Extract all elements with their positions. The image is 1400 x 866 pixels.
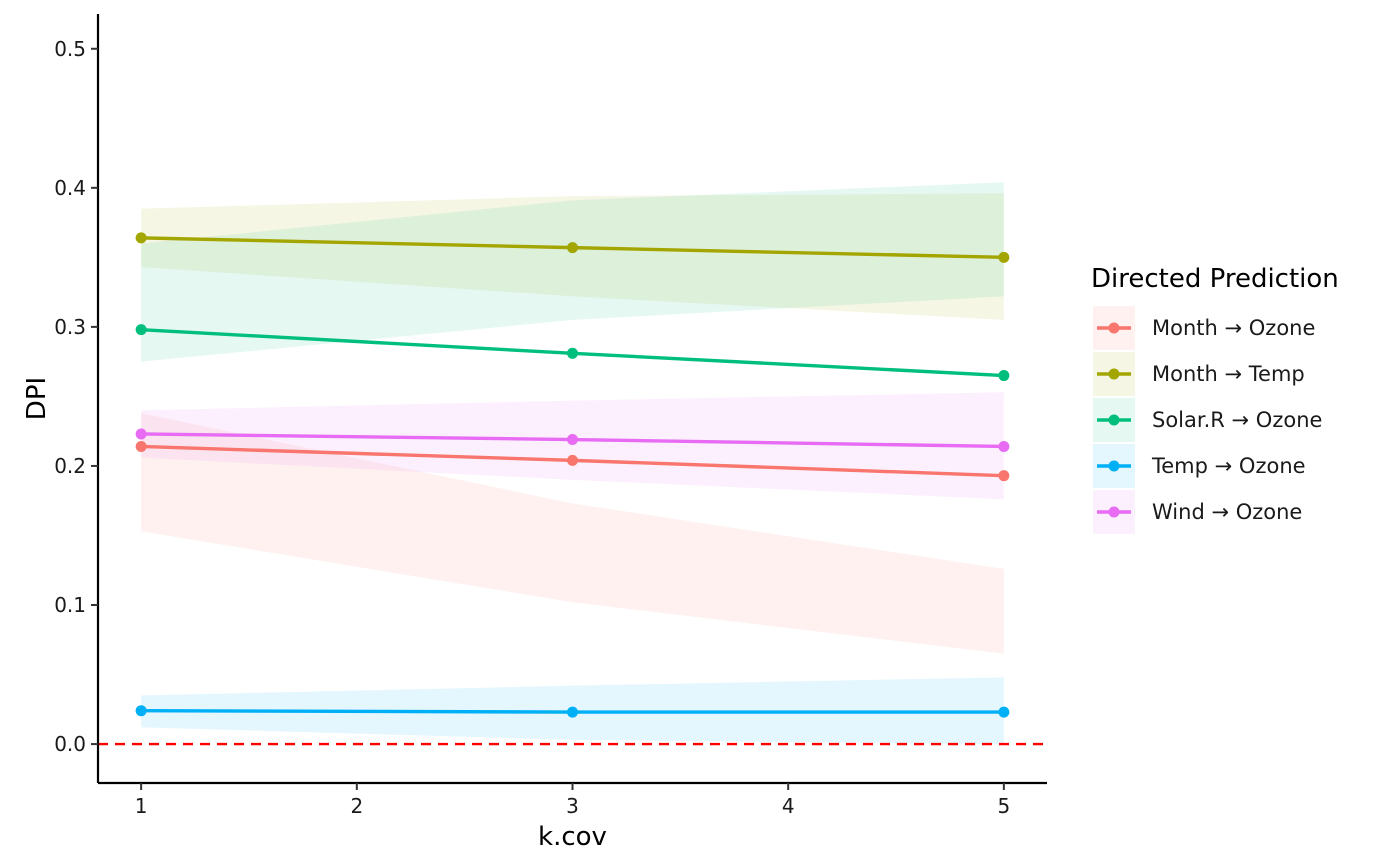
legend-key-point [1108, 506, 1120, 518]
point-month-ozone [135, 440, 147, 452]
y-tick-label: 0.5 [54, 37, 86, 61]
band-wind-ozone [141, 392, 1004, 500]
band-month-ozone [141, 413, 1004, 654]
point-month-temp [567, 242, 578, 254]
point-month-ozone [998, 470, 1010, 482]
x-tick-label: 3 [566, 794, 579, 818]
legend-label: Temp → Ozone [1151, 454, 1306, 478]
legend-key-point [1108, 414, 1120, 426]
x-tick-label: 5 [997, 794, 1010, 818]
legend-label: Month → Ozone [1152, 316, 1315, 340]
legend-items: Month → Ozone Month → Temp Solar.R → Ozone… [1093, 306, 1322, 534]
point-solar-r-ozone [135, 324, 147, 336]
band-month-temp [141, 193, 1004, 320]
point-wind-ozone [998, 440, 1010, 452]
legend-label: Solar.R → Ozone [1152, 408, 1322, 432]
point-month-temp [135, 232, 147, 244]
band-solar-r-ozone [141, 182, 1004, 362]
legend-item-month-ozone: Month → Ozone [1093, 306, 1315, 350]
y-tick-label: 0.1 [54, 593, 86, 617]
point-temp-ozone [998, 706, 1010, 718]
series-points [135, 232, 1010, 718]
legend-item-solar-r-ozone: Solar.R → Ozone [1093, 398, 1322, 442]
x-tick-label: 4 [782, 794, 795, 818]
legend-item-temp-ozone: Temp → Ozone [1093, 444, 1306, 488]
point-month-ozone [567, 454, 578, 466]
x-tick-label: 2 [350, 794, 363, 818]
point-wind-ozone [567, 434, 578, 446]
point-solar-r-ozone [998, 370, 1010, 382]
x-axis-ticks: 1 2 3 4 5 [135, 783, 1010, 818]
legend-label: Month → Temp [1152, 362, 1305, 386]
y-tick-label: 0.3 [54, 315, 86, 339]
confidence-bands [141, 182, 1004, 745]
legend-key-point [1108, 322, 1120, 334]
y-tick-label: 0.2 [54, 454, 86, 478]
x-tick-label: 1 [135, 794, 148, 818]
legend-key-point [1108, 460, 1120, 472]
point-temp-ozone [567, 706, 578, 718]
legend-item-wind-ozone: Wind → Ozone [1093, 490, 1302, 534]
legend-item-month-temp: Month → Temp [1093, 352, 1305, 396]
y-axis-ticks: 0.0 0.1 0.2 0.3 0.4 0.5 [54, 37, 98, 756]
y-axis-title: DPI [22, 377, 52, 420]
y-tick-label: 0.0 [54, 732, 86, 756]
x-axis-title: k.cov [538, 822, 607, 852]
point-wind-ozone [135, 428, 147, 440]
point-month-temp [998, 251, 1010, 263]
legend-title: Directed Prediction [1091, 264, 1339, 294]
point-solar-r-ozone [567, 347, 578, 359]
axes: 0.0 0.1 0.2 0.3 0.4 0.5 1 2 3 4 5 [54, 14, 1047, 818]
legend-label: Wind → Ozone [1152, 500, 1302, 524]
point-temp-ozone [135, 705, 147, 717]
y-tick-label: 0.4 [54, 176, 86, 200]
legend-key-point [1108, 368, 1120, 380]
